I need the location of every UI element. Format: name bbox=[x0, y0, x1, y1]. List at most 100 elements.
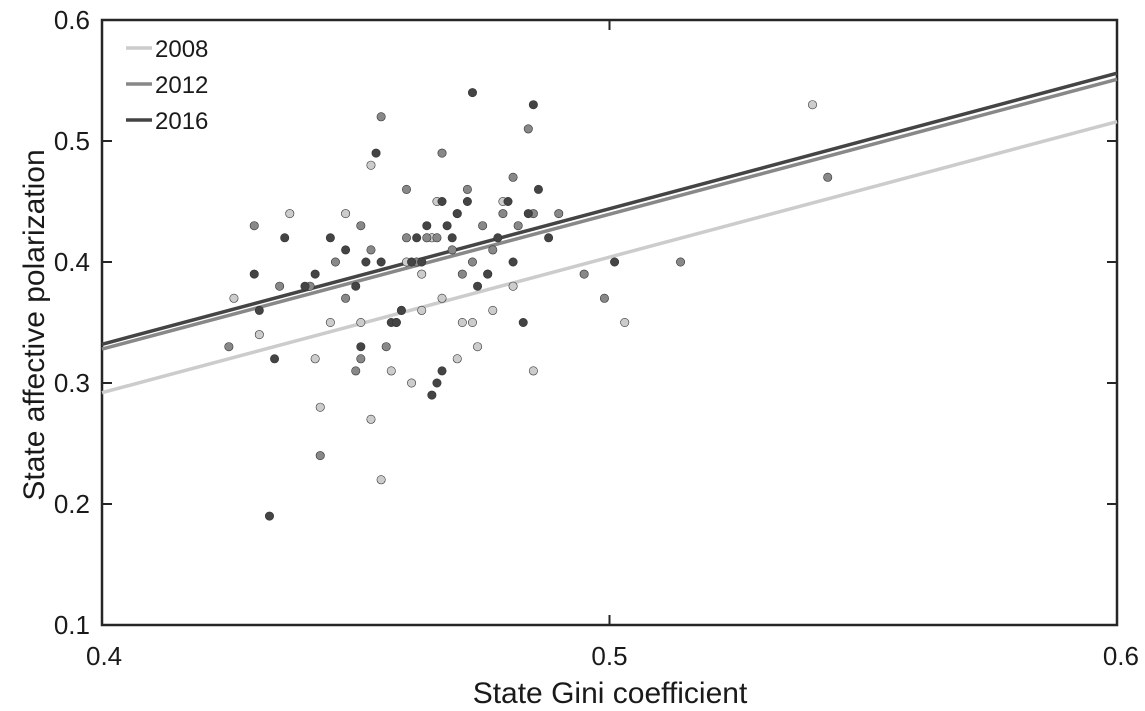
point-2016 bbox=[310, 269, 320, 279]
point-2012 bbox=[467, 257, 477, 267]
point-2008 bbox=[254, 330, 264, 340]
y-axis-label: State affective polarization bbox=[18, 149, 51, 500]
point-2008 bbox=[341, 209, 351, 219]
point-2016 bbox=[356, 342, 366, 352]
point-2012 bbox=[676, 257, 686, 267]
point-2008 bbox=[528, 366, 538, 376]
point-2016 bbox=[351, 281, 361, 291]
point-2012 bbox=[823, 172, 833, 182]
point-2016 bbox=[432, 378, 442, 388]
point-2016 bbox=[341, 245, 351, 255]
point-2012 bbox=[376, 112, 386, 122]
point-2008 bbox=[488, 305, 498, 315]
point-2016 bbox=[442, 221, 452, 231]
point-2016 bbox=[417, 257, 427, 267]
point-2016 bbox=[371, 148, 381, 158]
fit-line-2008 bbox=[101, 119, 1118, 395]
point-2008 bbox=[457, 317, 467, 327]
axes: 0.4 0.5 0.6 0.1 0.2 0.3 0.4 0.5 0.6 bbox=[54, 5, 1139, 671]
point-2016 bbox=[437, 366, 447, 376]
point-2016 bbox=[300, 281, 310, 291]
point-2012 bbox=[498, 209, 508, 219]
point-2008 bbox=[437, 293, 447, 303]
point-2008 bbox=[376, 475, 386, 485]
point-2012 bbox=[401, 233, 411, 243]
fit-line-2016 bbox=[101, 71, 1118, 346]
point-2016 bbox=[391, 317, 401, 327]
point-2008 bbox=[356, 317, 366, 327]
point-2016 bbox=[447, 233, 457, 243]
point-2016 bbox=[518, 317, 528, 327]
point-2008 bbox=[366, 414, 376, 424]
point-2016 bbox=[249, 269, 259, 279]
point-2008 bbox=[508, 281, 518, 291]
point-2016 bbox=[412, 233, 422, 243]
point-2016 bbox=[325, 233, 335, 243]
point-2008 bbox=[229, 293, 239, 303]
point-2016 bbox=[544, 233, 554, 243]
y-tick-label: 0.5 bbox=[54, 126, 90, 156]
point-2012 bbox=[457, 269, 467, 279]
point-2016 bbox=[437, 197, 447, 207]
point-2012 bbox=[341, 293, 351, 303]
point-2016 bbox=[270, 354, 280, 364]
point-2008 bbox=[310, 354, 320, 364]
y-tick-label: 0.1 bbox=[54, 610, 90, 640]
point-2012 bbox=[523, 124, 533, 134]
point-2016 bbox=[280, 233, 290, 243]
point-2012 bbox=[508, 172, 518, 182]
point-2008 bbox=[807, 100, 817, 110]
point-2016 bbox=[254, 305, 264, 315]
point-2008 bbox=[315, 402, 325, 412]
y-tick-label: 0.4 bbox=[54, 247, 90, 277]
x-tick-label: 0.6 bbox=[1103, 641, 1139, 671]
x-tick-label: 0.5 bbox=[591, 641, 627, 671]
point-2012 bbox=[351, 366, 361, 376]
point-2016 bbox=[473, 281, 483, 291]
point-2012 bbox=[275, 281, 285, 291]
fit-lines bbox=[101, 71, 1118, 395]
point-2008 bbox=[325, 317, 335, 327]
point-2012 bbox=[478, 221, 488, 231]
point-2016 bbox=[523, 209, 533, 219]
point-2016 bbox=[483, 269, 493, 279]
point-2016 bbox=[493, 233, 503, 243]
point-2016 bbox=[264, 511, 274, 521]
point-2016 bbox=[407, 257, 417, 267]
data-points bbox=[224, 88, 833, 521]
point-2012 bbox=[447, 245, 457, 255]
point-2016 bbox=[610, 257, 620, 267]
y-tick-label: 0.2 bbox=[54, 489, 90, 519]
point-2016 bbox=[503, 197, 513, 207]
point-2016 bbox=[528, 100, 538, 110]
point-2012 bbox=[356, 221, 366, 231]
point-2008 bbox=[417, 305, 427, 315]
point-2012 bbox=[330, 257, 340, 267]
point-2008 bbox=[620, 317, 630, 327]
point-2016 bbox=[361, 257, 371, 267]
point-2012 bbox=[366, 245, 376, 255]
legend: 2008 2012 2016 bbox=[126, 36, 208, 135]
point-2008 bbox=[386, 366, 396, 376]
point-2012 bbox=[356, 354, 366, 364]
point-2012 bbox=[401, 184, 411, 194]
point-2008 bbox=[417, 269, 427, 279]
point-2012 bbox=[422, 233, 432, 243]
point-2012 bbox=[432, 233, 442, 243]
point-2016 bbox=[376, 257, 386, 267]
point-2012 bbox=[462, 184, 472, 194]
legend-label-2012: 2012 bbox=[155, 72, 208, 99]
y-tick-label: 0.3 bbox=[54, 368, 90, 398]
point-2012 bbox=[224, 342, 234, 352]
point-2008 bbox=[366, 160, 376, 170]
point-2008 bbox=[473, 342, 483, 352]
point-2012 bbox=[381, 342, 391, 352]
point-2016 bbox=[533, 184, 543, 194]
fit-line-2012 bbox=[101, 77, 1118, 351]
point-2012 bbox=[579, 269, 589, 279]
plot-frame bbox=[100, 18, 1119, 627]
legend-label-2008: 2008 bbox=[155, 36, 208, 63]
point-2016 bbox=[396, 305, 406, 315]
point-2012 bbox=[249, 221, 259, 231]
